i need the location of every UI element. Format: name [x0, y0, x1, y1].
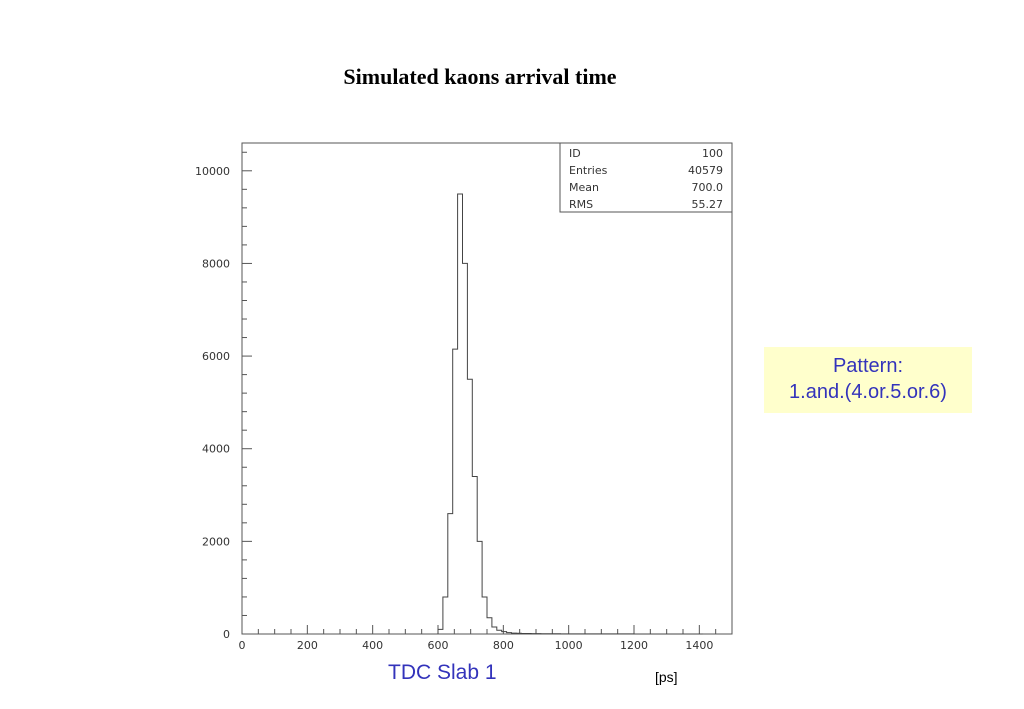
- stats-value: 700.0: [692, 181, 724, 194]
- pattern-expression: 1.and.(4.or.5.or.6): [789, 381, 947, 403]
- stats-label: ID: [569, 147, 581, 160]
- stats-box-frame: [559, 142, 733, 213]
- stats-label: RMS: [569, 198, 593, 211]
- x-axis-label: TDC Slab 1: [388, 661, 497, 684]
- stats-label: Entries: [569, 164, 608, 177]
- y-tick-labels: 0 2000 4000 6000 8000 10000: [195, 165, 230, 641]
- y-tick-label: 6000: [202, 350, 230, 363]
- x-tick-label: 1400: [685, 639, 713, 652]
- stats-value: 40579: [688, 164, 723, 177]
- stats-value: 100: [702, 147, 723, 160]
- pattern-annotation: Pattern: 1.and.(4.or.5.or.6): [764, 347, 972, 413]
- slide-title: Simulated kaons arrival time: [343, 64, 617, 89]
- plot-frame: [241, 142, 733, 635]
- x-axis-unit: [ps]: [655, 669, 678, 685]
- x-tick-label: 1000: [555, 639, 583, 652]
- x-tick-label: 0: [239, 639, 246, 652]
- y-tick-label: 8000: [202, 257, 230, 270]
- histogram-outline: [437, 193, 704, 635]
- axis-ticks: [241, 151, 733, 635]
- y-tick-label: 0: [223, 628, 230, 641]
- x-tick-label: 800: [493, 639, 514, 652]
- y-tick-label: 4000: [202, 443, 230, 456]
- y-tick-label: 2000: [202, 535, 230, 548]
- x-tick-label: 600: [428, 639, 449, 652]
- pattern-label: Pattern:: [832, 355, 904, 377]
- x-tick-labels: 0 200 400 600 800 1000 1200 1400: [239, 639, 714, 652]
- x-tick-label: 1200: [620, 639, 648, 652]
- x-tick-label: 200: [297, 639, 318, 652]
- stats-value: 55.27: [692, 198, 724, 211]
- stats-box: ID 100 Entries 40579 Mean 700.0 RMS 55.27: [559, 142, 733, 213]
- x-tick-label: 400: [362, 639, 383, 652]
- stats-label: Mean: [569, 181, 599, 194]
- y-tick-label: 10000: [195, 165, 230, 178]
